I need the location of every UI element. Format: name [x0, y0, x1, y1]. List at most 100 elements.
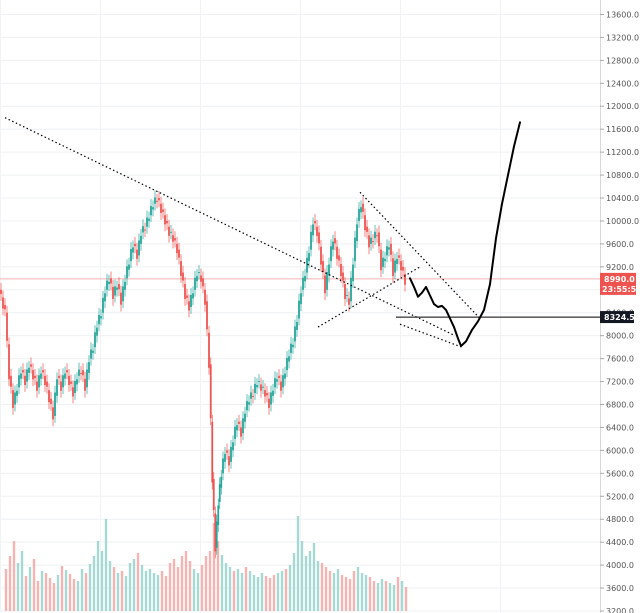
volume-bar [284, 569, 288, 611]
candle-body [98, 315, 100, 325]
candle-body [292, 344, 294, 348]
volume-bar [384, 581, 388, 611]
candle-body [198, 272, 200, 274]
volume-bar [76, 581, 80, 611]
candle-body [390, 243, 392, 255]
candle-body [310, 231, 312, 250]
candle-body [234, 426, 236, 439]
candle-body [262, 386, 264, 388]
candle-body [168, 226, 170, 236]
candle-body [378, 232, 380, 247]
candle-body [358, 208, 360, 221]
projection-line[interactable] [409, 121, 521, 347]
candle-body [118, 284, 120, 290]
candle-body [330, 246, 332, 262]
volume-bar [4, 569, 8, 611]
candle-body [130, 249, 132, 262]
candle-body [64, 373, 66, 379]
candle-body [96, 327, 98, 336]
y-tick-label: 4800.0 [606, 515, 634, 524]
candle-body [2, 297, 4, 309]
candle-body [360, 207, 362, 213]
y-tick-label: 12000.0 [606, 102, 639, 111]
candle-body [215, 521, 218, 548]
volume-bar [104, 519, 108, 611]
candle-body [256, 385, 258, 388]
volume-bar [20, 551, 24, 611]
candle-body [170, 231, 172, 233]
y-tick-label: 13600.0 [606, 10, 639, 19]
trendline[interactable] [4, 117, 456, 337]
candle-body [374, 231, 376, 239]
trendline[interactable] [359, 191, 481, 319]
trendline[interactable] [399, 323, 463, 348]
candle-body [326, 272, 328, 290]
candle-body [394, 260, 396, 273]
candle-body [368, 235, 370, 248]
volume-bar [228, 567, 232, 611]
volume-bar [308, 551, 312, 611]
candle-body [258, 380, 260, 382]
candle-body [90, 349, 92, 359]
volume-bar [216, 541, 220, 611]
candle-body [124, 281, 126, 290]
y-tick-label: 7200.0 [606, 378, 634, 387]
volume-bar [320, 563, 324, 611]
candle-body [66, 370, 68, 373]
candle-body [132, 247, 134, 253]
volume-bar [372, 581, 376, 611]
volume-bar [404, 587, 408, 611]
y-tick-label: 4400.0 [606, 538, 634, 547]
candle-body [250, 392, 252, 399]
candle-body [304, 276, 306, 282]
candle-body [196, 276, 198, 282]
y-tick-label: 6000.0 [606, 446, 634, 455]
candle-body [166, 220, 168, 224]
volume-bar [292, 553, 296, 611]
trendline[interactable] [317, 266, 421, 328]
candle-body [28, 367, 30, 373]
level-label: 8324.5 [604, 313, 635, 322]
candle-body [154, 197, 156, 204]
volume-bar [72, 579, 76, 611]
y-tick-label: 10400.0 [606, 194, 639, 203]
volume-bar [148, 569, 152, 611]
volume-bar [176, 567, 180, 611]
candle-body [68, 375, 70, 386]
candle-body [296, 321, 298, 330]
candle-body [110, 278, 112, 284]
y-tick-label: 11600.0 [606, 125, 639, 134]
candle-body [230, 446, 232, 462]
candle-body [238, 421, 240, 425]
volume-bar [328, 571, 332, 611]
price-axis[interactable]: 13600.0 13200.0 12800.0 12400.0 12000.0 11600… [600, 0, 639, 613]
candle-body [350, 277, 352, 302]
y-tick-label: 5200.0 [606, 492, 634, 501]
volume-bar [336, 569, 340, 611]
volume-bar [236, 569, 240, 611]
volume-bar [268, 578, 272, 611]
volume-bar [376, 583, 380, 611]
volume-bar [324, 567, 328, 611]
y-tick-label: 10000.0 [606, 217, 639, 226]
candle-body [18, 375, 20, 388]
projection-path [409, 121, 521, 347]
candle-body [312, 224, 314, 236]
volume-bar [188, 561, 192, 611]
candle-body [104, 293, 106, 302]
y-tick-label: 12800.0 [606, 56, 639, 65]
volume-bar [52, 583, 56, 611]
volume-bar [164, 576, 168, 611]
candle-body [184, 284, 186, 299]
volume-bar [96, 541, 100, 611]
candle-body [174, 238, 176, 241]
volume-bar [240, 573, 244, 611]
candle-body [192, 293, 194, 299]
candle-body [380, 249, 382, 271]
candle-body [318, 232, 320, 244]
volume-bar [172, 559, 176, 611]
candle-body [136, 249, 138, 259]
y-tick-label: 7600.0 [606, 355, 634, 364]
